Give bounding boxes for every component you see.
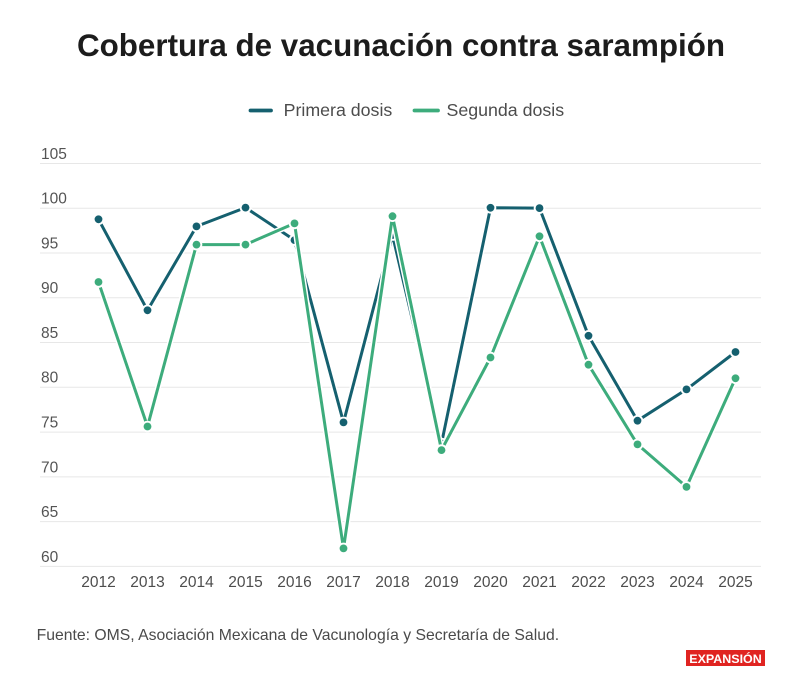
svg-text:2018: 2018 [375, 574, 409, 591]
svg-text:Fuente: OMS, Asociación Mexica: Fuente: OMS, Asociación Mexicana de Vacu… [37, 627, 560, 644]
svg-text:EXPANSIÓN: EXPANSIÓN [689, 651, 762, 666]
svg-text:85: 85 [41, 325, 58, 342]
svg-text:2013: 2013 [130, 574, 164, 591]
svg-text:95: 95 [41, 236, 58, 253]
svg-text:Cobertura de vacunación contra: Cobertura de vacunación contra sarampión [77, 27, 725, 63]
svg-text:90: 90 [41, 280, 59, 297]
svg-text:2022: 2022 [571, 574, 605, 591]
svg-text:2020: 2020 [473, 574, 508, 591]
svg-text:80: 80 [41, 370, 59, 387]
svg-text:2025: 2025 [718, 574, 752, 591]
svg-text:65: 65 [41, 504, 58, 521]
svg-text:75: 75 [41, 415, 58, 432]
svg-text:2019: 2019 [424, 574, 458, 591]
svg-text:2014: 2014 [179, 574, 214, 591]
svg-text:2017: 2017 [326, 574, 360, 591]
svg-text:2021: 2021 [522, 574, 556, 591]
svg-text:70: 70 [41, 459, 59, 476]
svg-text:100: 100 [41, 191, 67, 208]
svg-text:2012: 2012 [81, 574, 115, 591]
svg-text:Primera dosis: Primera dosis [284, 100, 393, 120]
svg-text:105: 105 [41, 146, 67, 163]
svg-text:2016: 2016 [277, 574, 311, 591]
svg-text:2023: 2023 [620, 574, 654, 591]
svg-text:2024: 2024 [669, 574, 704, 591]
svg-text:2015: 2015 [228, 574, 262, 591]
svg-text:60: 60 [41, 549, 59, 566]
svg-text:Segunda dosis: Segunda dosis [447, 100, 565, 120]
